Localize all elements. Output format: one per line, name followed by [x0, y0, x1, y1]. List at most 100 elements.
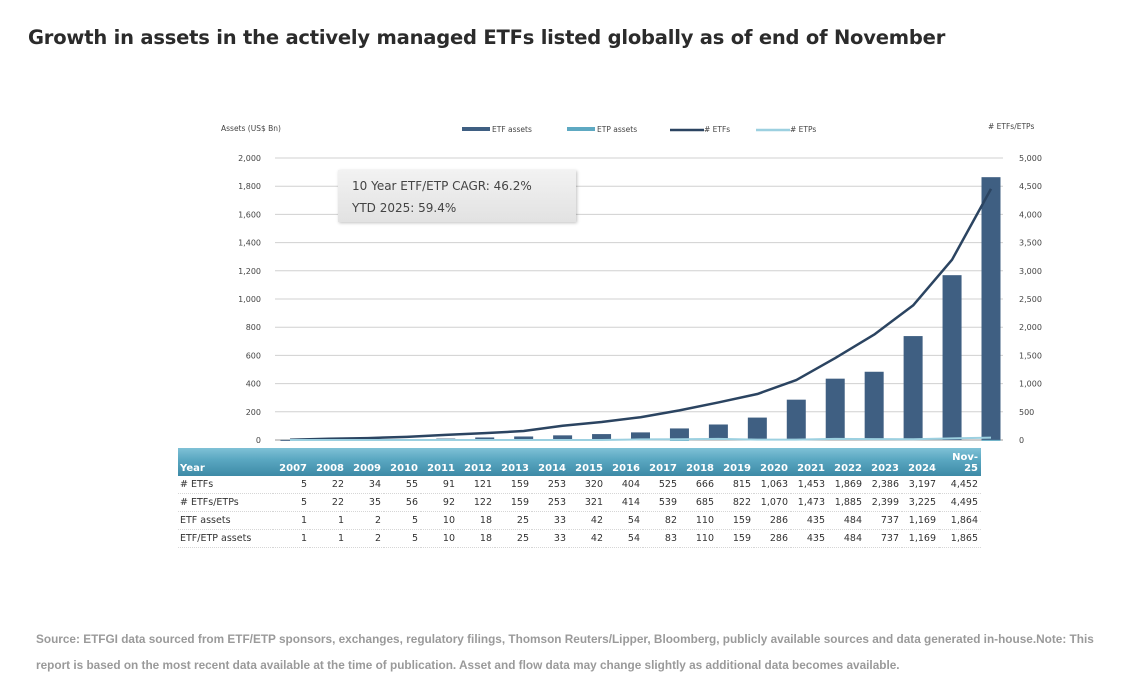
table-cell: 5 [273, 476, 310, 494]
table-cell: 320 [569, 476, 606, 494]
y-tick-label: 0 [256, 436, 261, 445]
table-cell: 34 [347, 476, 384, 494]
table-cell: 1,864 [939, 511, 981, 530]
table-cell: 815 [717, 476, 754, 494]
table-cell: 159 [495, 493, 532, 512]
bars [280, 177, 1001, 441]
bar-etf-assets [825, 378, 845, 440]
table-cell: 25 [495, 511, 532, 530]
y2-tick-label: 5,000 [1019, 154, 1042, 163]
table-row-label: # ETFs/ETPs [178, 493, 273, 512]
chart-title: Growth in assets in the actively managed… [28, 26, 946, 49]
table-cell: 4,452 [939, 476, 981, 494]
table-cell: 33 [532, 529, 569, 548]
table-cell: 18 [458, 511, 495, 530]
legend-label-etf-assets: ETF assets [492, 125, 532, 134]
table-cell: 1,063 [754, 476, 791, 494]
table-cell: 1,865 [939, 529, 981, 548]
y2-tick-label: 3,500 [1019, 239, 1042, 248]
y-tick-label: 1,400 [238, 239, 261, 248]
table-cell: 35 [347, 493, 384, 512]
table-cell: 159 [717, 529, 754, 548]
table-cell: 1 [273, 529, 310, 548]
table-cell: 484 [828, 511, 865, 530]
y-tick-label: 200 [246, 408, 261, 417]
table-cell: 42 [569, 529, 606, 548]
table-header-cell: Nov-25 [952, 452, 978, 474]
legend-label-etp-assets: ETP assets [597, 125, 637, 134]
table-cell: 3,197 [902, 476, 939, 494]
table-cell: 25 [495, 529, 532, 548]
table-cell: 414 [606, 493, 643, 512]
y2-tick-label: 4,500 [1019, 182, 1042, 191]
lines [289, 188, 993, 441]
table-cell: 18 [458, 529, 495, 548]
table-cell: 1,070 [754, 493, 791, 512]
legend-label-num-etps: # ETPs [790, 125, 816, 134]
bar-etp-assets [981, 439, 1001, 441]
table-cell: 321 [569, 493, 606, 512]
legend-swatch-etf-assets [462, 127, 490, 131]
table-cell: 435 [791, 511, 828, 530]
bar-etp-assets [669, 439, 689, 441]
table-cell: 2 [347, 511, 384, 530]
table-cell: 1,885 [828, 493, 865, 512]
table-header-cell: 2016 [612, 463, 640, 474]
table-header-cell: 2012 [464, 463, 492, 474]
table-cell: 4,495 [939, 493, 981, 512]
table-header-year: Year [180, 463, 205, 474]
table-cell: 5 [384, 511, 421, 530]
table-header-cell: 2022 [834, 463, 862, 474]
table-header-cell: 2019 [723, 463, 751, 474]
table-cell: 1 [310, 511, 347, 530]
y2-tick-label: 4,000 [1019, 210, 1042, 219]
y2-tick-label: 3,000 [1019, 267, 1042, 276]
line-num-etps [290, 436, 992, 441]
table-row: # ETFs/ETPs 5 22 35 56 92 122 159 253 321 414 539 68… [178, 493, 981, 512]
table-header-cell: 2011 [427, 463, 455, 474]
table-cell: 737 [865, 529, 902, 548]
table-cell: 5 [384, 529, 421, 548]
table-cell: 10 [421, 511, 458, 530]
table-header-row: Year 2007 2008 2009 2010 2011 2012 2013 2014 201… [178, 448, 981, 476]
legend-label-num-etfs: # ETFs [704, 125, 730, 134]
table-cell: 122 [458, 493, 495, 512]
table-cell: 1,473 [791, 493, 828, 512]
table-cell: 2,399 [865, 493, 902, 512]
bar-etf-assets [514, 436, 534, 440]
bar-etf-assets [864, 371, 884, 440]
table-cell: 1 [273, 511, 310, 530]
table-cell: 42 [569, 511, 606, 530]
table-cell: 83 [643, 529, 680, 548]
legend: ETF assets ETP assets # ETFs # ETPs [462, 125, 816, 134]
y2-tick-label: 500 [1019, 408, 1034, 417]
y-axis-label: Assets (US$ Bn) [221, 124, 281, 133]
table-cell: 1 [310, 529, 347, 548]
table-cell: 253 [532, 476, 569, 494]
table-cell: 110 [680, 529, 717, 548]
bar-etf-assets [708, 424, 728, 440]
table-cell: 121 [458, 476, 495, 494]
table-cell: 22 [310, 476, 347, 494]
bar-etf-assets [981, 177, 1001, 440]
y2-tick-label: 0 [1019, 436, 1024, 445]
table-header-cell: 2015 [575, 463, 603, 474]
table-header-cell: 2014 [538, 463, 566, 474]
table-cell: 55 [384, 476, 421, 494]
table-cell: 110 [680, 511, 717, 530]
y-tick-label: 2,000 [238, 154, 261, 163]
chart: 0 200 400 600 800 1,000 1,200 1,400 1,600 1,800 2,… [221, 122, 1042, 445]
table-cell: 2 [347, 529, 384, 548]
table-cell: 5 [273, 493, 310, 512]
table-cell: 2,386 [865, 476, 902, 494]
source-note: Source: ETFGI data sourced from ETF/ETP … [36, 632, 1094, 672]
bar-etf-assets [631, 432, 650, 440]
y-tick-label: 1,800 [238, 182, 261, 191]
table-cell: 33 [532, 511, 569, 530]
table-header-cell: 2008 [316, 463, 344, 474]
table-cell: 435 [791, 529, 828, 548]
table-cell: 404 [606, 476, 643, 494]
table-cell: 10 [421, 529, 458, 548]
table-cell: 56 [384, 493, 421, 512]
table-cell: 1,169 [902, 511, 939, 530]
